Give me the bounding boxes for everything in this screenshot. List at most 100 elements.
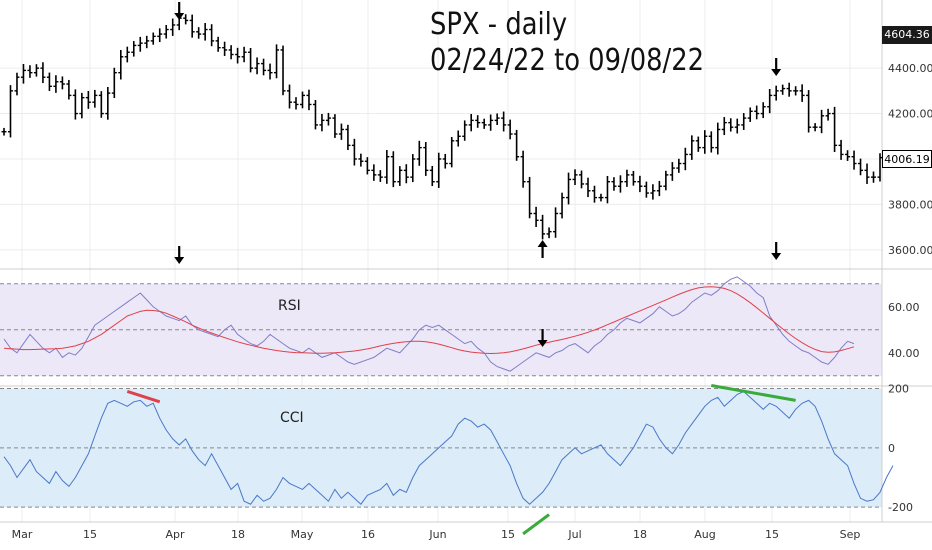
x-tick-label: 18 (633, 528, 647, 541)
cci-divergence-line (126, 390, 161, 404)
price-bar (533, 206, 539, 227)
price-bar (825, 108, 831, 121)
price-bar (708, 131, 714, 153)
rsi-tick-label: 40.00 (888, 347, 920, 360)
price-bar (98, 91, 104, 118)
price-bar (793, 86, 799, 96)
price-bar (254, 57, 260, 75)
price-bar (403, 164, 409, 184)
price-bar (215, 36, 221, 52)
x-tick-label: Sep (840, 528, 861, 541)
price-bar (442, 153, 448, 169)
price-bar (40, 62, 46, 84)
cci-tick-label: 0 (888, 442, 895, 455)
price-bar (494, 113, 500, 126)
price-bar (79, 92, 85, 119)
price-bar (196, 27, 202, 39)
price-bar (702, 130, 708, 154)
price-arrow-icon (537, 240, 548, 258)
price-bar (611, 177, 617, 191)
price-bar (429, 165, 435, 187)
price-bar (663, 170, 669, 191)
price-bar (332, 114, 338, 138)
last-price-tag: 4006.19 (882, 150, 932, 168)
price-bar (364, 157, 370, 175)
price-bar (325, 112, 331, 126)
price-bar (715, 122, 721, 155)
price-bar (163, 25, 169, 39)
price-bar (786, 82, 792, 97)
price-bar (423, 142, 429, 176)
price-bar (312, 99, 318, 130)
rsi-series (3, 276, 855, 372)
price-bar (734, 118, 740, 134)
cci-divergence-line (711, 384, 796, 402)
cci-tick-label: 200 (888, 382, 909, 395)
chart-title-line1: SPX - daily (430, 7, 568, 42)
price-bar (124, 46, 130, 63)
price-bar (553, 207, 559, 238)
price-bar (228, 45, 234, 60)
price-bar (345, 124, 351, 150)
band-guides (0, 0, 932, 523)
price-bar (33, 64, 39, 77)
price-bar (170, 18, 176, 36)
cci-tick-label: -200 (888, 501, 913, 514)
price-bar (105, 86, 111, 120)
x-tick-label: Mar (12, 528, 33, 541)
x-tick-label: 15 (501, 528, 515, 541)
price-bar (274, 44, 280, 79)
price-bar (202, 22, 208, 41)
chart-title-line2: 02/24/22 to 09/08/22 (430, 43, 705, 78)
price-bar (507, 119, 513, 140)
price-bar (695, 136, 701, 152)
price-bar (845, 150, 851, 161)
price-bar (514, 129, 520, 161)
price-bar (669, 162, 675, 181)
rsi-ma-line (3, 286, 855, 355)
price-arrow-icon (174, 2, 185, 20)
price-bar (604, 175, 610, 204)
price-bar (676, 158, 682, 173)
price-bar (585, 177, 591, 198)
annotations (126, 2, 796, 536)
price-bar (721, 117, 727, 136)
price-bar (14, 72, 20, 96)
price-bar (222, 41, 228, 56)
price-bar (767, 88, 773, 114)
price-bar (397, 166, 403, 186)
price-bar (838, 139, 844, 160)
price-bar (455, 130, 461, 147)
price-bar (819, 109, 825, 134)
price-bar (871, 171, 877, 183)
price-tick-label: 3800.00 (888, 198, 932, 211)
price-arrow-icon (771, 58, 782, 76)
price-bar (546, 227, 552, 239)
x-tick-label: Apr (165, 528, 185, 541)
price-bar (299, 91, 305, 109)
price-bar (209, 24, 215, 47)
price-bar (579, 170, 585, 189)
x-tick-label: Jun (428, 528, 446, 541)
price-bar (488, 114, 494, 131)
price-bar (462, 120, 468, 141)
x-tick-label: 18 (231, 528, 245, 541)
price-bar (390, 151, 396, 188)
price-bar (566, 172, 572, 205)
price-bar (468, 113, 474, 132)
price-bar (520, 150, 526, 188)
price-bar (235, 47, 241, 64)
price-bar (358, 153, 364, 167)
price-bar (559, 192, 565, 219)
price-bar (572, 169, 578, 186)
axes: Mar 15 Apr 18 May 16 Jun 15 Jul 18 Aug 15 Sep 4400.00… (12, 62, 932, 541)
price-bar (410, 154, 416, 183)
price-bar (728, 118, 734, 132)
price-bar (92, 89, 98, 108)
price-bar (475, 115, 481, 128)
price-bar (59, 76, 65, 90)
price-bar (293, 97, 299, 110)
x-tick-label: 16 (361, 528, 375, 541)
cci-divergence-line (522, 513, 550, 536)
